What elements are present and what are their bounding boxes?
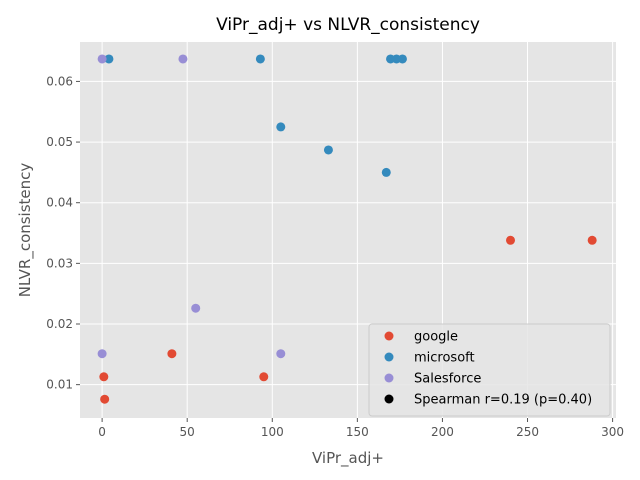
grid: [80, 42, 616, 418]
point-google: [100, 394, 110, 404]
legend-label: Spearman r=0.19 (p=0.40): [414, 393, 592, 408]
x-tick-label: 100: [261, 425, 284, 439]
x-tick-label: 300: [601, 425, 624, 439]
axis-ticks: 0 50 100 150 200 250 300 0.01 0.02 0.03 0.04 0.05 0.…: [46, 74, 624, 439]
point-salesforce: [191, 303, 201, 313]
point-salesforce: [97, 54, 107, 64]
y-tick-label: 0.03: [46, 256, 73, 270]
point-microsoft: [255, 54, 265, 64]
point-salesforce: [97, 349, 107, 359]
chart-title: ViPr_adj+ vs NLVR_consistency: [216, 15, 480, 35]
point-microsoft: [276, 122, 286, 132]
point-microsoft: [104, 54, 114, 64]
x-tick-label: 250: [516, 425, 539, 439]
point-microsoft: [397, 54, 407, 64]
legend: google microsoft Salesforce Spearman r=0.19…: [368, 323, 611, 417]
point-google: [259, 372, 269, 382]
data-points: [97, 54, 597, 404]
legend-label: microsoft: [414, 351, 475, 366]
legend-box: [368, 323, 611, 417]
y-tick-label: 0.02: [46, 317, 73, 331]
y-tick-label: 0.04: [46, 196, 73, 210]
x-tick-label: 0: [98, 425, 106, 439]
point-salesforce: [178, 54, 188, 64]
legend-marker: [384, 352, 394, 362]
y-tick-label: 0.06: [46, 74, 73, 88]
point-google: [506, 235, 516, 245]
point-microsoft: [323, 145, 333, 155]
x-tick-label: 50: [180, 425, 195, 439]
y-tick-label: 0.01: [46, 378, 73, 392]
x-axis-label: ViPr_adj+: [312, 449, 384, 468]
legend-label: google: [414, 330, 458, 345]
legend-marker: [384, 331, 394, 341]
point-google: [99, 372, 109, 382]
y-tick-label: 0.05: [46, 135, 73, 149]
y-axis-label: NLVR_consistency: [16, 163, 35, 298]
point-microsoft: [381, 167, 391, 177]
point-google: [587, 235, 597, 245]
legend-marker: [384, 373, 394, 383]
legend-label: Salesforce: [414, 372, 481, 387]
x-tick-label: 150: [346, 425, 369, 439]
x-tick-label: 200: [431, 425, 454, 439]
point-google: [167, 349, 177, 359]
point-salesforce: [276, 349, 286, 359]
legend-marker: [384, 394, 394, 404]
